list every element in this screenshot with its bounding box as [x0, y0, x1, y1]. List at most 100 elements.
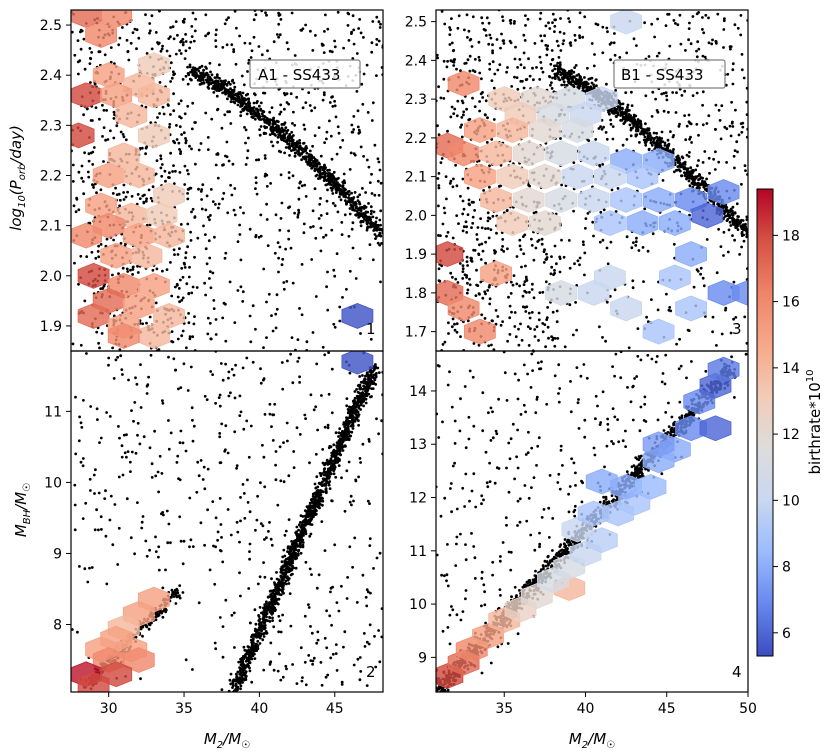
scatter-point [279, 150, 283, 154]
scatter-point [179, 99, 183, 103]
scatter-point [209, 337, 213, 341]
scatter-point [226, 211, 230, 215]
hexbin-cell [107, 323, 140, 349]
scatter-point [234, 62, 238, 66]
scatter-point [291, 174, 295, 178]
scatter-point [629, 119, 632, 123]
scatter-point [480, 16, 484, 20]
scatter-point [362, 72, 366, 76]
scatter-point [618, 56, 622, 59]
scatter-point [126, 50, 130, 53]
scatter-point [703, 182, 707, 185]
scatter-point [77, 72, 80, 76]
scatter-point [135, 47, 138, 51]
scatter-point [283, 121, 287, 125]
scatter-point [259, 234, 263, 238]
scatter-point [174, 169, 177, 173]
scatter-point [248, 104, 252, 108]
scatter-point [688, 151, 691, 154]
scatter-point [545, 252, 548, 256]
scatter-point [594, 78, 598, 82]
scatter-point [447, 332, 450, 335]
scatter-point [248, 107, 252, 110]
scatter-point [696, 175, 699, 178]
p1-panel-number: 1 [366, 320, 376, 338]
scatter-point [476, 226, 480, 229]
scatter-point [137, 36, 141, 40]
scatter-point [302, 222, 306, 226]
scatter-point [288, 139, 292, 143]
scatter-point [197, 148, 201, 152]
scatter-point [229, 100, 233, 104]
scatter-point [650, 22, 654, 26]
scatter-point [302, 231, 306, 235]
scatter-point [705, 122, 709, 125]
scatter-point [573, 75, 576, 79]
scatter-point [654, 97, 657, 101]
scatter-point [181, 43, 185, 47]
scatter-point [551, 338, 554, 342]
panel-3-top-right: 1.71.81.92.02.12.22.32.42.5 B1 - SS433 3 [405, 9, 749, 352]
scatter-point [225, 18, 229, 22]
scatter-point [179, 39, 183, 43]
scatter-point [260, 112, 264, 116]
scatter-point [211, 271, 215, 275]
scatter-point [689, 135, 692, 139]
scatter-point [99, 188, 103, 192]
scatter-point [677, 125, 681, 128]
scatter-point [649, 141, 653, 145]
scatter-point [362, 36, 365, 39]
scatter-point [167, 37, 171, 40]
scatter-point [249, 56, 253, 59]
scatter-point [726, 250, 730, 254]
scatter-point [707, 41, 711, 45]
scatter-point [518, 238, 522, 242]
scatter-point [352, 42, 356, 46]
scatter-point [376, 241, 380, 245]
scatter-point [196, 78, 200, 82]
scatter-point [460, 135, 464, 139]
scatter-point [257, 235, 261, 239]
scatter-point [625, 114, 629, 118]
scatter-point [488, 302, 492, 306]
scatter-point [486, 289, 490, 292]
scatter-point [172, 182, 176, 186]
scatter-point [373, 233, 377, 236]
scatter-point [228, 678, 232, 682]
y-tick-label: 2.4 [405, 53, 427, 69]
scatter-point [118, 198, 122, 202]
scatter-point [568, 266, 572, 270]
scatter-point [144, 13, 147, 17]
scatter-point [445, 234, 448, 238]
scatter-point [279, 18, 283, 21]
scatter-point [569, 44, 573, 47]
scatter-point [174, 52, 178, 56]
scatter-point [184, 141, 188, 145]
scatter-point [733, 238, 736, 242]
scatter-point [492, 348, 496, 351]
scatter-point [464, 61, 468, 65]
scatter-point [621, 116, 625, 119]
scatter-point [98, 346, 101, 350]
scatter-point [257, 104, 261, 108]
scatter-point [222, 191, 226, 195]
scatter-point [163, 169, 167, 173]
scatter-point [560, 72, 564, 75]
scatter-point [446, 231, 450, 234]
scatter-point [279, 103, 283, 107]
scatter-point [313, 134, 317, 138]
scatter-point [626, 103, 630, 107]
scatter-point [701, 176, 704, 180]
scatter-point [665, 98, 669, 102]
scatter-point [111, 273, 114, 277]
scatter-point [731, 234, 734, 238]
scatter-point [449, 179, 453, 183]
scatter-point [313, 187, 317, 191]
scatter-point [635, 44, 638, 47]
scatter-point [468, 38, 472, 42]
scatter-point [188, 335, 192, 338]
scatter-point [637, 249, 641, 252]
scatter-point [208, 61, 212, 65]
scatter-point [291, 122, 294, 125]
scatter-point [71, 180, 75, 183]
